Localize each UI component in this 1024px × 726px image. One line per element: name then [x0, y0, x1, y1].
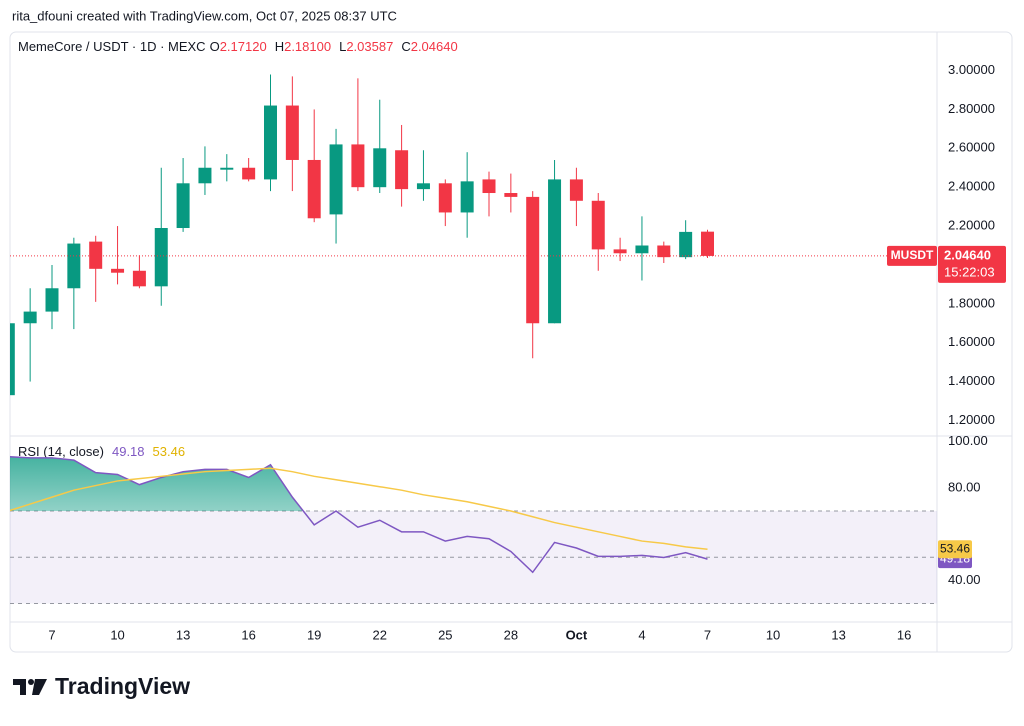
- candle-body: [416, 183, 430, 190]
- candle-body: [351, 144, 365, 188]
- x-tick-label: 19: [307, 627, 321, 642]
- candle-body: [242, 167, 256, 180]
- x-tick-label: 13: [831, 627, 845, 642]
- x-tick-label: 10: [110, 627, 124, 642]
- candle-body: [220, 167, 234, 170]
- value-badge-label: 53.46: [940, 541, 970, 555]
- x-tick-label: 7: [48, 627, 55, 642]
- symbol-label: MUSDT: [891, 248, 934, 262]
- price-label: 2.04640: [944, 247, 991, 262]
- rsi-value: 49.18: [112, 444, 145, 459]
- legend-value: 2.18100: [284, 39, 331, 54]
- candle-body: [198, 167, 212, 184]
- x-tick-label: 13: [176, 627, 190, 642]
- candle-body: [460, 181, 474, 213]
- candle-body: [154, 228, 168, 287]
- candle-body: [569, 179, 583, 201]
- candle-body: [23, 311, 37, 324]
- rsi-ma-value: 53.46: [153, 444, 186, 459]
- candles: [10, 74, 714, 396]
- candle-body: [591, 200, 605, 250]
- y-tick-label: 1.20000: [948, 412, 995, 427]
- y-tick-label: 40.00: [948, 572, 981, 587]
- x-tick-label: 16: [241, 627, 255, 642]
- x-tick-label: 7: [704, 627, 711, 642]
- logo-mark: [32, 679, 47, 695]
- logo-mark: [28, 679, 34, 685]
- rsi-legend: RSI (14, close) 49.18 53.46: [18, 444, 185, 459]
- y-tick-label: 1.40000: [948, 373, 995, 388]
- candle-body: [132, 270, 146, 287]
- candle-body: [679, 231, 693, 258]
- logo: TradingView: [13, 673, 190, 699]
- candle-body: [395, 150, 409, 190]
- value-badge: [938, 540, 972, 559]
- candle-body: [10, 323, 15, 396]
- legend-value: 2.03587: [346, 39, 393, 54]
- y-tick-label: 80.00: [948, 479, 981, 494]
- logo-mark: [13, 679, 26, 695]
- x-tick-label: 22: [373, 627, 387, 642]
- candle-body: [307, 159, 321, 219]
- legend-key: H: [275, 39, 284, 54]
- rsi-ma-line: [10, 467, 708, 550]
- candle-body: [504, 193, 518, 197]
- candle-body: [701, 231, 714, 256]
- y-tick-label: 2.60000: [948, 140, 995, 155]
- x-tick-label: 16: [897, 627, 911, 642]
- candle-body: [89, 241, 103, 269]
- candle-body: [329, 144, 343, 215]
- y-tick-label: 100.00: [948, 433, 988, 448]
- candle-body: [635, 245, 649, 254]
- y-tick-label: 2.20000: [948, 217, 995, 232]
- x-tick-label: 25: [438, 627, 452, 642]
- candle-body: [548, 179, 562, 324]
- candle-body: [264, 105, 277, 180]
- legend-value: 2.17120: [220, 39, 267, 54]
- rsi-line: [10, 455, 708, 574]
- legend-key: C: [401, 39, 410, 54]
- y-tick-label: 2.40000: [948, 179, 995, 194]
- legend-value: 2.04640: [411, 39, 458, 54]
- footer-brand: TradingView: [55, 673, 190, 699]
- legend-key: O: [210, 39, 220, 54]
- header: rita_dfouni created with TradingView.com…: [12, 8, 397, 23]
- rsi-pane: [10, 455, 937, 604]
- x-tick-label: 10: [766, 627, 780, 642]
- candle-body: [657, 245, 671, 258]
- price-badge: [938, 245, 1006, 283]
- legend: MemeCore / USDT · 1D · MEXC O2.17120 H2.18…: [18, 39, 458, 54]
- legend-title: MemeCore / USDT · 1D · MEXC: [18, 39, 206, 54]
- x-tick-label: 28: [504, 627, 518, 642]
- candle-body: [176, 183, 190, 229]
- x-tick-label: Oct: [566, 627, 588, 642]
- candle-body: [438, 183, 452, 213]
- x-tick-label: 4: [638, 627, 645, 642]
- countdown-label: 15:22:03: [944, 264, 995, 279]
- candle-body: [526, 196, 540, 324]
- candle-body: [111, 268, 125, 273]
- y-tick-label: 2.80000: [948, 101, 995, 116]
- overbought-fill: [10, 456, 708, 511]
- candle-body: [373, 148, 387, 188]
- y-tick-label: 1.60000: [948, 334, 995, 349]
- symbol-badge: [887, 245, 937, 266]
- y-tick-label: 3.00000: [948, 62, 995, 77]
- candle-body: [482, 179, 496, 194]
- rsi-title: RSI (14, close): [18, 444, 104, 459]
- candle-body: [613, 249, 627, 254]
- legend-key: L: [339, 39, 346, 54]
- candle-body: [285, 105, 299, 160]
- y-tick-label: 1.80000: [948, 295, 995, 310]
- candle-body: [67, 243, 81, 289]
- candle-body: [45, 288, 59, 312]
